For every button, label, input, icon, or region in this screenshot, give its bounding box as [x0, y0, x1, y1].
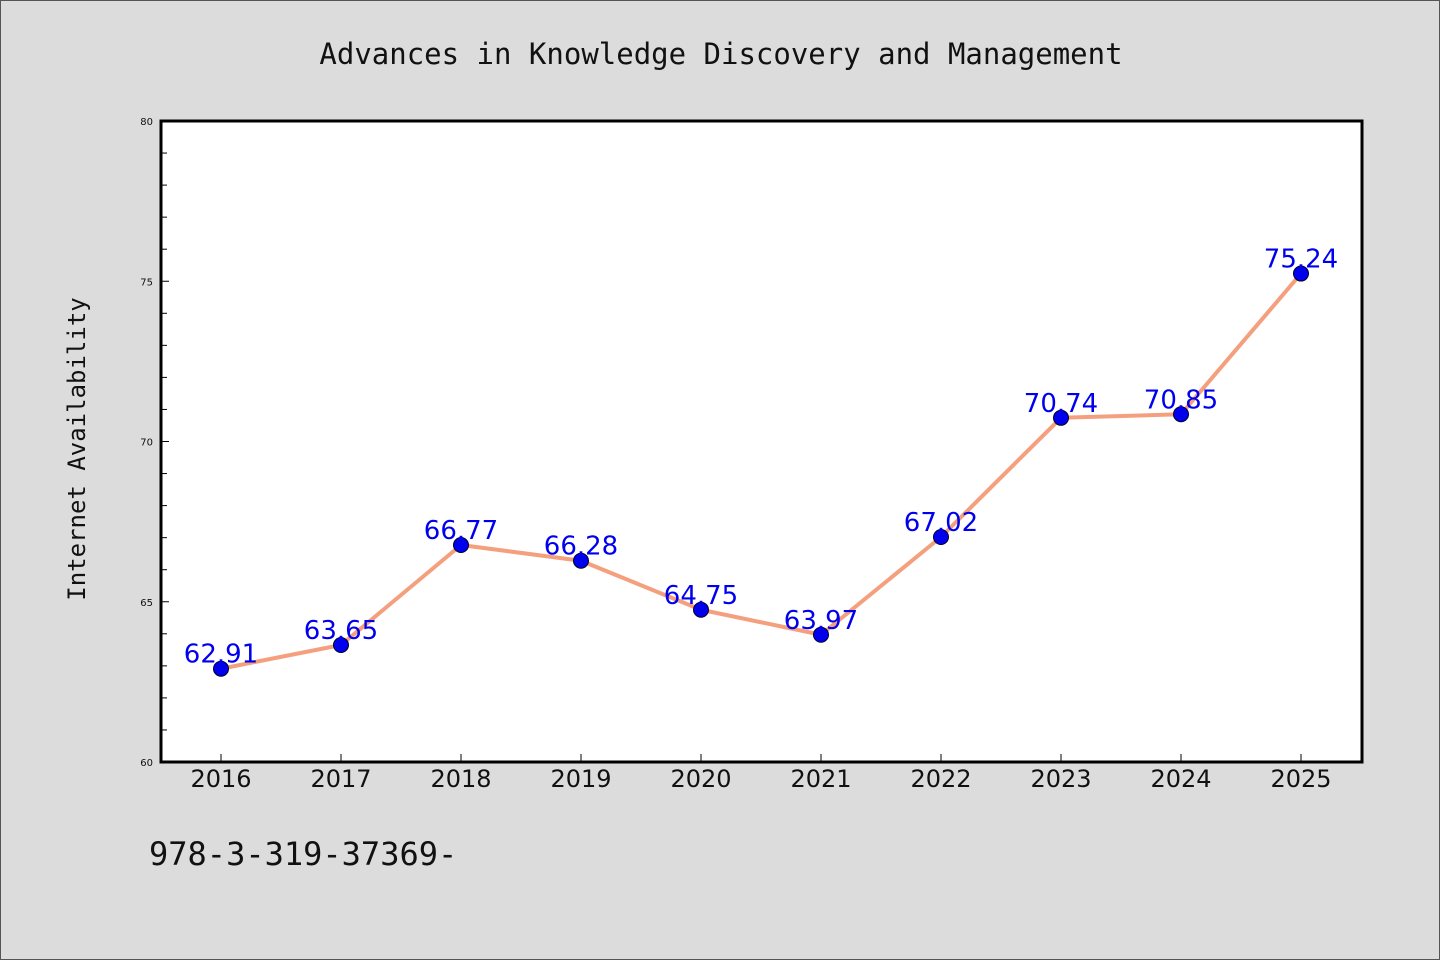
data-label: 64.75: [664, 581, 738, 611]
data-label: 66.77: [424, 516, 498, 546]
data-point: [213, 660, 229, 677]
y-tick-label: 75: [140, 277, 153, 288]
y-tick-label: 60: [140, 758, 153, 769]
data-point: [1053, 409, 1069, 426]
data-point: [573, 552, 589, 569]
y-axis-label: Internet Availability: [63, 297, 91, 600]
series-markers: [213, 265, 1309, 677]
data-label: 70.85: [1144, 385, 1218, 415]
data-point: [693, 601, 709, 618]
data-label: 70.74: [1024, 389, 1098, 419]
y-tick-label: 65: [140, 598, 153, 609]
data-point: [933, 529, 949, 546]
data-label: 66.28: [544, 532, 618, 562]
data-point: [333, 637, 349, 654]
x-axis: 2016 2017 2018 2019 2020 2021 2022 2023 2024 2025: [190, 754, 1332, 793]
data-labels: 62.91 63.65 66.77 66.28 64.75 63.97 67.02 70.74…: [184, 245, 1338, 670]
plot-area: [159, 119, 1364, 764]
data-point: [1293, 265, 1309, 282]
data-label: 63.97: [784, 606, 858, 636]
x-tick-label: 2021: [790, 765, 851, 793]
x-tick-label: 2023: [1030, 765, 1091, 793]
data-label: 67.02: [904, 508, 978, 538]
y-tick-label: 70: [140, 438, 153, 449]
data-point: [1173, 406, 1189, 423]
y-axis: 60 65 70 75 80: [140, 117, 169, 769]
y-tick-label: 80: [140, 117, 153, 128]
x-tick-label: 2019: [550, 765, 611, 793]
data-point: [453, 537, 469, 554]
x-tick-label: 2016: [190, 765, 251, 793]
data-label: 62.91: [184, 640, 258, 670]
x-tick-label: 2017: [310, 765, 371, 793]
x-tick-label: 2025: [1270, 765, 1331, 793]
data-point: [813, 626, 829, 643]
data-label: 75.24: [1264, 245, 1338, 275]
footer-text: 978-3-319-37369-: [149, 835, 457, 873]
x-tick-label: 2018: [430, 765, 491, 793]
x-tick-label: 2022: [910, 765, 971, 793]
x-tick-label: 2020: [670, 765, 731, 793]
series-line: [220, 272, 1303, 671]
chart-title: Advances in Knowledge Discovery and Mana…: [319, 37, 1122, 71]
x-tick-label: 2024: [1150, 765, 1211, 793]
data-label: 63.65: [304, 616, 378, 646]
